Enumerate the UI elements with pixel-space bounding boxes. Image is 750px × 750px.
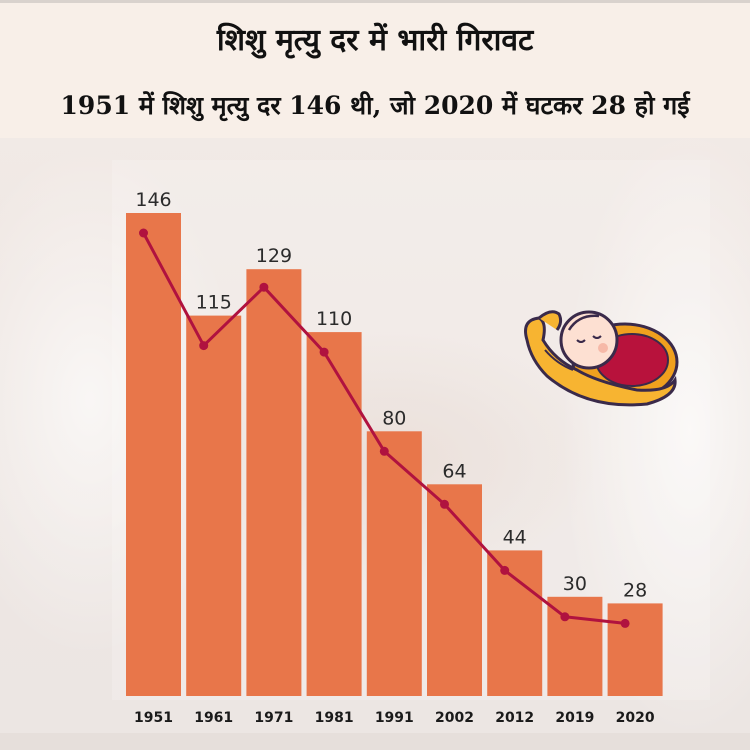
data-label-2020: 28 bbox=[623, 579, 647, 601]
x-tick-1961: 1961 bbox=[194, 710, 233, 726]
page-title: शिशु मृत्यु दर में भारी गिरावट bbox=[216, 23, 534, 58]
data-label-1981: 110 bbox=[316, 308, 352, 330]
trend-point-1951 bbox=[139, 228, 148, 238]
x-tick-1971: 1971 bbox=[254, 710, 293, 726]
trend-point-2012 bbox=[500, 565, 510, 575]
baby-in-hands-icon bbox=[517, 300, 682, 415]
bar-1961 bbox=[186, 315, 242, 696]
bar-2002 bbox=[427, 484, 482, 696]
bar-1991 bbox=[366, 431, 422, 696]
trend-point-1991 bbox=[379, 446, 389, 456]
trend-point-2019 bbox=[560, 612, 570, 622]
trend-point-2002 bbox=[440, 499, 449, 509]
bar-group bbox=[126, 213, 663, 696]
x-tick-group: 1951 1961 1971 1981 1991 2002 2012 2019 2020 bbox=[134, 710, 655, 726]
trend-point-group bbox=[139, 228, 630, 628]
data-label-2019: 30 bbox=[563, 573, 587, 595]
data-label-1991: 80 bbox=[382, 407, 406, 429]
x-tick-1951: 1951 bbox=[134, 710, 173, 726]
trend-point-1981 bbox=[319, 347, 329, 357]
data-label-1951: 146 bbox=[135, 189, 171, 211]
header-band: शिशु मृत्यु दर में भारी गिरावट 1951 में … bbox=[0, 0, 750, 138]
x-tick-2020: 2020 bbox=[616, 710, 655, 726]
x-tick-1981: 1981 bbox=[315, 710, 354, 726]
bar-2012 bbox=[487, 550, 543, 696]
bar-1981 bbox=[306, 332, 362, 696]
data-label-group: 146 115 129 110 80 64 44 30 28 bbox=[135, 189, 647, 601]
bar-2019 bbox=[547, 596, 603, 696]
data-label-1971: 129 bbox=[256, 245, 292, 267]
x-tick-2019: 2019 bbox=[555, 710, 594, 726]
data-label-1961: 115 bbox=[196, 292, 232, 314]
trend-point-2020 bbox=[620, 618, 630, 628]
x-tick-1991: 1991 bbox=[375, 710, 414, 726]
bar-1951 bbox=[126, 213, 181, 696]
x-tick-2002: 2002 bbox=[435, 710, 474, 726]
data-label-2012: 44 bbox=[503, 526, 527, 548]
top-divider bbox=[0, 0, 750, 3]
bottom-strip bbox=[0, 733, 750, 750]
trend-point-1971 bbox=[259, 282, 269, 292]
bar-1971 bbox=[246, 269, 302, 696]
data-label-2002: 64 bbox=[442, 460, 466, 482]
x-tick-2012: 2012 bbox=[495, 710, 534, 726]
trend-point-1961 bbox=[199, 341, 209, 351]
bar-2020 bbox=[607, 603, 663, 696]
page-subtitle: 1951 में शिशु मृत्यु दर 146 थी, जो 2020 … bbox=[60, 91, 690, 120]
